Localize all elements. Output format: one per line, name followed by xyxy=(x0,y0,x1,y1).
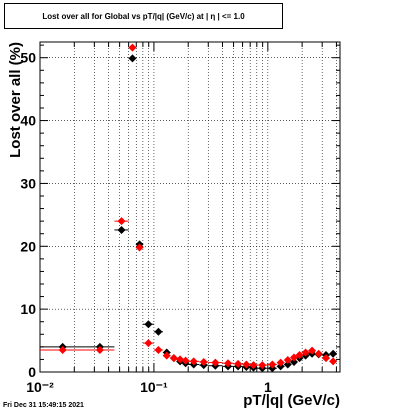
data-point xyxy=(95,346,104,354)
chart-title: Lost over all for Global vs pT/|q| (GeV/… xyxy=(42,11,245,21)
data-point xyxy=(290,357,299,366)
data-point xyxy=(144,320,153,329)
y-tick-label: 30 xyxy=(20,175,36,191)
data-point xyxy=(301,348,310,357)
data-point xyxy=(128,54,137,63)
footer-timestamp: Fri Dec 31 15:49:15 2021 xyxy=(3,402,84,409)
data-point xyxy=(329,357,338,366)
data-point xyxy=(211,358,220,367)
data-point xyxy=(154,327,163,336)
data-point xyxy=(322,354,331,363)
axis-ticks xyxy=(39,42,340,373)
y-tick-label: 0 xyxy=(28,364,36,380)
y-axis-title: Lost over all (%) xyxy=(7,42,24,158)
data-point xyxy=(58,346,67,354)
grid-lines xyxy=(39,42,340,373)
data-point xyxy=(224,359,233,368)
data-point xyxy=(199,357,208,366)
data-point xyxy=(295,351,304,360)
data-point xyxy=(169,354,178,363)
data-point xyxy=(276,358,285,367)
data-point xyxy=(234,359,243,368)
data-point xyxy=(308,346,317,355)
data-point xyxy=(135,243,144,252)
series-0 xyxy=(40,54,338,372)
data-point xyxy=(242,360,251,369)
data-point xyxy=(181,356,190,365)
data-point xyxy=(128,43,137,52)
y-tick-label: 50 xyxy=(20,50,36,66)
data-point xyxy=(154,346,163,354)
data-point xyxy=(117,217,126,226)
data-point xyxy=(283,360,292,369)
x-axis-title: pT/|q| (GeV/c) xyxy=(243,392,340,409)
data-point xyxy=(258,361,267,370)
data-point xyxy=(144,339,153,348)
data-point xyxy=(283,356,292,365)
x-tick-label: 10⁻¹ xyxy=(140,379,168,395)
data-point xyxy=(268,360,277,369)
data-point xyxy=(290,353,299,362)
data-point xyxy=(176,355,185,364)
data-point xyxy=(189,357,198,366)
y-tick-label: 10 xyxy=(20,301,36,317)
y-tick-label: 40 xyxy=(20,113,36,129)
data-point xyxy=(329,349,338,358)
series-1 xyxy=(40,43,338,370)
x-tick-label: 1 xyxy=(264,379,272,395)
data-point xyxy=(249,361,258,370)
data-point xyxy=(314,349,323,358)
x-tick-label: 10⁻² xyxy=(26,379,54,395)
y-tick-label: 20 xyxy=(20,238,36,254)
chart-title-box: Lost over all for Global vs pT/|q| (GeV/… xyxy=(4,3,283,29)
data-point xyxy=(117,225,126,234)
plot-frame xyxy=(39,41,341,373)
data-point xyxy=(162,351,171,360)
